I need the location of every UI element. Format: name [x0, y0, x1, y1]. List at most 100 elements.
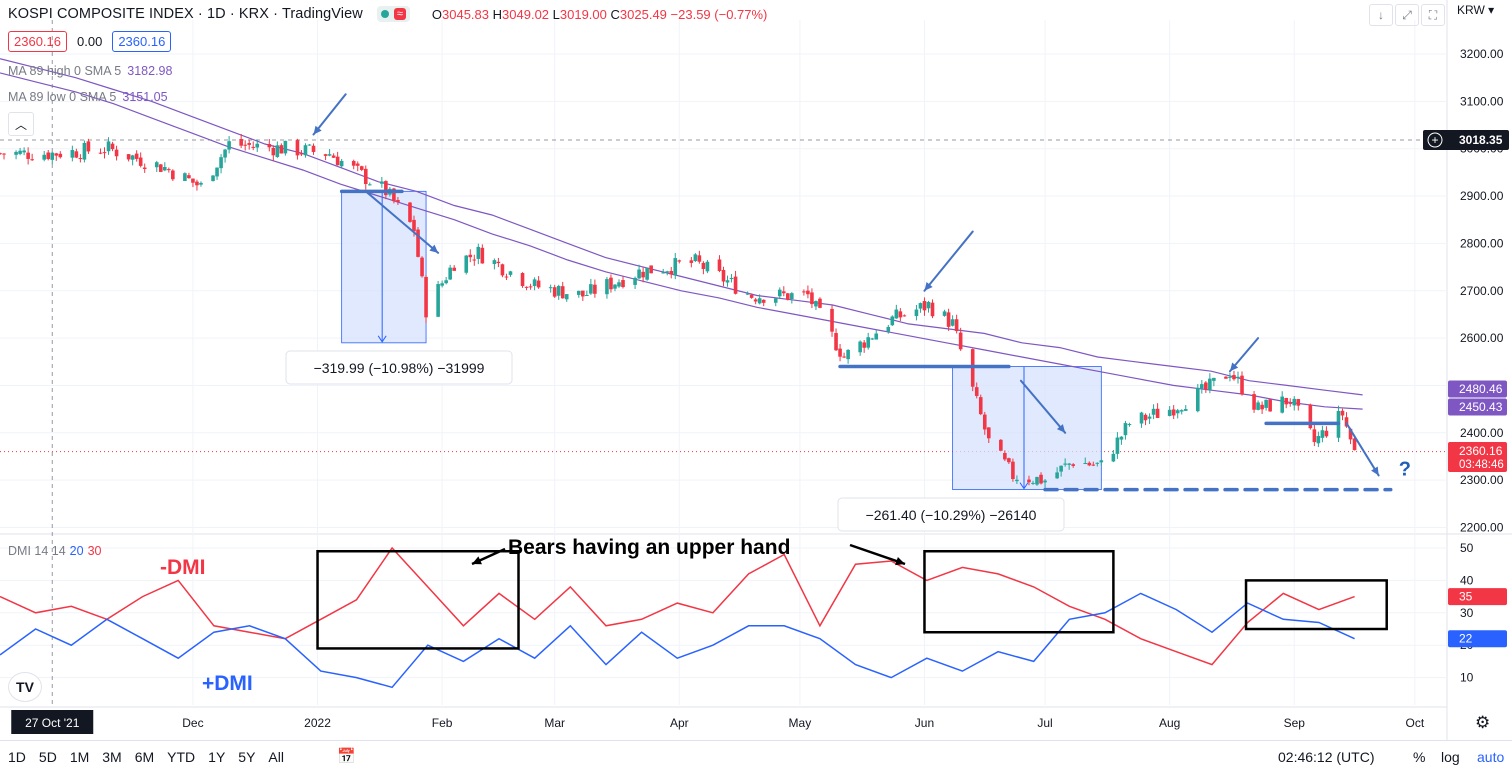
candle-body	[339, 160, 344, 167]
bears-arrow-left-head	[472, 556, 482, 565]
candle-body	[444, 280, 448, 284]
candle-body	[355, 163, 360, 166]
crosshair-date: 27 Oct '21	[25, 716, 80, 730]
sell-price-button[interactable]: 2360.16	[8, 31, 67, 52]
candle-body	[1007, 458, 1011, 463]
candle-body	[830, 308, 834, 332]
candle-body	[1228, 376, 1232, 378]
candle-body	[1111, 453, 1116, 462]
candle-body	[191, 178, 195, 183]
candle-body	[814, 300, 818, 307]
candle-body	[98, 152, 103, 154]
candle-body	[1127, 424, 1132, 426]
ma-low-legend[interactable]: MA 89 low 0 SMA 5 3151.05	[8, 90, 168, 104]
candle-body	[834, 333, 838, 351]
log-toggle[interactable]: log	[1441, 749, 1460, 765]
candle-body	[552, 287, 557, 297]
candle-body	[1340, 410, 1345, 416]
range-button-5d[interactable]: 5D	[38, 749, 57, 765]
candle-body	[705, 261, 710, 272]
candle-body	[1260, 404, 1264, 410]
candle-body	[440, 283, 444, 286]
candle-body	[1352, 438, 1357, 451]
candle-body	[790, 293, 794, 300]
market-status[interactable]: ≈	[376, 6, 410, 22]
calendar-icon[interactable]: 📅	[337, 748, 356, 765]
candle-body	[1208, 378, 1212, 390]
candle-body	[1348, 428, 1353, 440]
candle-body	[500, 264, 505, 276]
plus-dmi-line	[0, 592, 1355, 689]
candle-body	[1087, 462, 1092, 466]
candle-body	[560, 286, 565, 299]
range-button-6m[interactable]: 6M	[134, 749, 155, 765]
time-label: Sep	[1284, 716, 1306, 730]
candle-body	[673, 258, 678, 276]
range-button-1d[interactable]: 1D	[8, 749, 26, 765]
candle-body	[665, 271, 670, 273]
buy-price-button[interactable]: 2360.16	[112, 31, 172, 52]
candle-body	[367, 184, 372, 186]
candle-body	[14, 151, 18, 155]
candle-body	[942, 311, 947, 316]
ma-low-badge-bg	[1448, 398, 1507, 416]
clock-time[interactable]: 02:46:12 (UTC)	[1278, 749, 1375, 765]
plus-dmi-label: +DMI	[202, 672, 253, 695]
candle-body	[396, 200, 400, 202]
percent-toggle[interactable]: %	[1413, 749, 1426, 765]
range-button-1m[interactable]: 1M	[69, 749, 90, 765]
candle-body	[134, 153, 139, 159]
candle-body	[50, 152, 55, 160]
candle-body	[42, 154, 47, 160]
candle-body	[717, 259, 722, 271]
candle-body	[130, 155, 135, 160]
range-button-1y[interactable]: 1Y	[208, 749, 226, 765]
dmi-legend[interactable]: DMI 14 14 20 30	[8, 544, 102, 558]
ma-high-badge-bg	[1448, 380, 1507, 398]
candle-body	[307, 144, 312, 146]
candle-body	[1055, 472, 1059, 479]
candle-body	[351, 160, 356, 166]
down-arrow	[1019, 379, 1067, 434]
currency-label[interactable]: KRW ▾	[1457, 3, 1495, 17]
candle-body	[54, 153, 59, 156]
arrow-down-icon[interactable]: ↓	[1369, 4, 1393, 26]
measure-box	[952, 366, 1102, 491]
candle-body	[757, 298, 762, 304]
candle-body	[858, 341, 862, 353]
range-button-5y[interactable]: 5Y	[238, 749, 256, 765]
candle-body	[183, 173, 187, 181]
candle-body	[637, 269, 641, 279]
range-buttons: 1D 5D 1M 3M 6M YTD 1Y 5Y All	[8, 749, 297, 765]
ma-high-legend[interactable]: MA 89 high 0 SMA 5 3182.98	[8, 64, 173, 78]
candle-body	[818, 298, 822, 308]
bears-arrow-right-head	[895, 556, 905, 566]
auto-toggle[interactable]: auto	[1477, 749, 1505, 765]
range-button-all[interactable]: All	[268, 749, 284, 765]
fullscreen-icon[interactable]: ⛶	[1421, 4, 1445, 26]
candle-body	[605, 279, 609, 295]
range-button-3m[interactable]: 3M	[102, 749, 122, 765]
expand-icon[interactable]: ⤢	[1395, 4, 1419, 26]
candle-body	[701, 262, 706, 269]
candle-body	[363, 168, 368, 185]
wave-icon: ≈	[393, 8, 406, 20]
candle-body	[311, 145, 316, 152]
price-tick-label: 3200.00	[1460, 47, 1504, 61]
candle-body	[1147, 416, 1152, 419]
range-button-ytd[interactable]: YTD	[167, 749, 196, 765]
settings-gear-icon[interactable]: ⚙	[1475, 713, 1491, 732]
candle-body	[26, 152, 30, 159]
collapse-legend-button[interactable]: ︿	[8, 112, 34, 136]
candle-body	[842, 356, 846, 358]
candle-body	[504, 276, 509, 278]
symbol-title[interactable]: KOSPI COMPOSITE INDEX · 1D · KRX · Tradi…	[8, 6, 363, 22]
candle-body	[215, 167, 219, 177]
dmi-highlight-box	[923, 549, 1115, 634]
candle-body	[697, 255, 702, 262]
price-tick-label: 2800.00	[1460, 236, 1504, 250]
candle-body	[468, 254, 473, 258]
candle-body	[693, 254, 698, 262]
tradingview-logo-icon[interactable]: TV	[8, 672, 42, 702]
